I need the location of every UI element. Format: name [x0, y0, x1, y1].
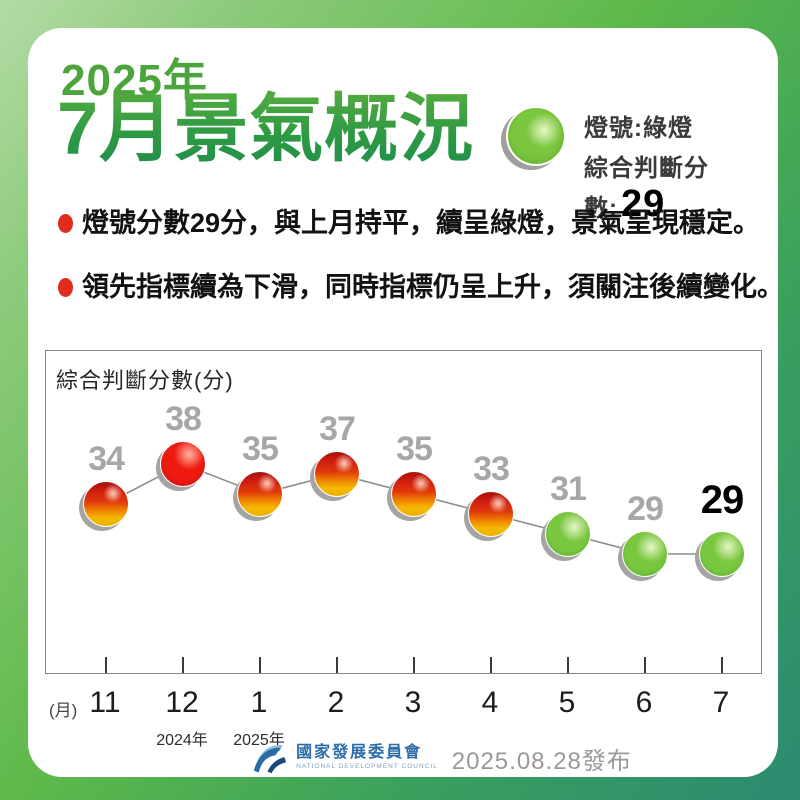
x-axis-tick	[413, 657, 415, 673]
x-axis-month-label: 11	[89, 686, 121, 719]
signal-ball-green	[618, 531, 668, 581]
point-value-label: 29	[627, 490, 664, 528]
x-axis-month-label: 7	[712, 686, 730, 719]
x-axis-month-label: 3	[404, 686, 422, 719]
point-value-label: 29	[700, 478, 745, 522]
point-value-label: 35	[396, 430, 433, 468]
x-axis-year-label: 2024年	[156, 732, 208, 749]
point-value-label: 37	[319, 410, 356, 448]
ball-sphere	[699, 531, 745, 577]
signal-score-label: 綜合判斷分數:	[584, 155, 709, 222]
signal-ball-yellow-red	[464, 491, 514, 541]
page-title: 7月景氣概況	[57, 87, 475, 170]
chart-title: 綜合判斷分數(分)	[56, 368, 234, 393]
ball-sphere	[468, 491, 514, 537]
x-axis-year-label: 2025年	[233, 732, 285, 749]
x-axis-month-label: 1	[250, 686, 268, 719]
bullet-item: 領先指標續為下滑，同時指標仍呈上升，須關注後續變化。	[58, 270, 784, 305]
infographic-card: 2025年 7月景氣概況 燈號:綠燈 綜合判斷分數:29 燈號分數29分，與上月…	[28, 28, 784, 777]
point-value-label: 31	[550, 470, 587, 508]
bullet-text: 燈號分數29分，與上月持平，續呈綠燈，景氣呈現穩定。	[82, 208, 761, 238]
signal-text: 燈號:綠燈 綜合判斷分數:29	[584, 106, 778, 226]
signal-ball-red	[156, 441, 206, 491]
x-axis-tick	[644, 657, 646, 673]
x-axis-month-label: 2	[327, 686, 345, 719]
footer: 國家發展委員會 NATIONAL DEVELOPMENT COUNCIL 202…	[66, 738, 800, 778]
x-axis-month-label: 12	[165, 686, 199, 719]
signal-ball-green	[541, 511, 591, 561]
green-light-sphere	[506, 106, 566, 166]
ball-sphere	[622, 531, 668, 577]
point-value-label: 35	[242, 430, 279, 468]
org-name: 國家發展委員會	[296, 744, 423, 762]
signal-light-label: 燈號:綠燈	[584, 115, 693, 142]
ball-sphere	[83, 481, 129, 527]
signal-ball-green	[695, 531, 745, 581]
ball-sphere	[237, 471, 283, 517]
x-axis-unit-label: (月)	[49, 701, 78, 720]
ndc-logo-icon	[253, 744, 287, 774]
signal-ball-yellow-red	[79, 481, 129, 531]
summary-bullets: 燈號分數29分，與上月持平，續呈綠燈，景氣呈現穩定。 領先指標續為下滑，同時指標仍…	[58, 206, 784, 334]
x-axis-tick	[105, 657, 107, 673]
signal-summary: 燈號:綠燈 綜合判斷分數:29	[501, 106, 778, 226]
signal-score-line: 綜合判斷分數:29	[584, 148, 778, 226]
signal-ball-yellow-red	[233, 471, 283, 521]
point-value-label: 34	[88, 440, 125, 478]
x-axis-tick	[336, 657, 338, 673]
chart-panel: 綜合判斷分數(分) 34 38 35 37 35 33 31 29 29	[45, 350, 762, 674]
org-name-block: 國家發展委員會 NATIONAL DEVELOPMENT COUNCIL	[296, 745, 438, 771]
signal-score-value: 29	[621, 183, 666, 225]
x-axis-tick	[721, 657, 723, 673]
point-value-label: 33	[473, 450, 510, 488]
signal-ball-yellow-red	[387, 471, 437, 521]
x-axis-tick	[182, 657, 184, 673]
bullet-text: 領先指標續為下滑，同時指標仍呈上升，須關注後續變化。	[82, 272, 784, 303]
x-axis-tick	[259, 657, 261, 673]
publish-date: 2025.08.28發布	[451, 747, 632, 775]
x-axis-tick	[567, 657, 569, 673]
ball-sphere	[391, 471, 437, 517]
green-light-icon	[501, 106, 566, 170]
x-axis-month-label: 6	[635, 686, 653, 719]
bullet-item: 燈號分數29分，與上月持平，續呈綠燈，景氣呈現穩定。	[58, 206, 763, 241]
title-year: 2025年	[61, 56, 208, 105]
bullet-dot-icon	[58, 278, 73, 298]
org-name-en: NATIONAL DEVELOPMENT COUNCIL	[296, 763, 438, 771]
ball-sphere	[545, 511, 591, 557]
ball-sphere	[160, 441, 206, 487]
x-axis-month-label: 4	[481, 686, 499, 719]
point-value-label: 38	[165, 400, 202, 438]
signal-ball-yellow-red	[310, 451, 360, 501]
x-axis-month-label: 5	[558, 686, 576, 719]
bullet-dot-icon	[58, 214, 73, 233]
ball-sphere	[314, 451, 360, 497]
x-axis-tick	[490, 657, 492, 673]
